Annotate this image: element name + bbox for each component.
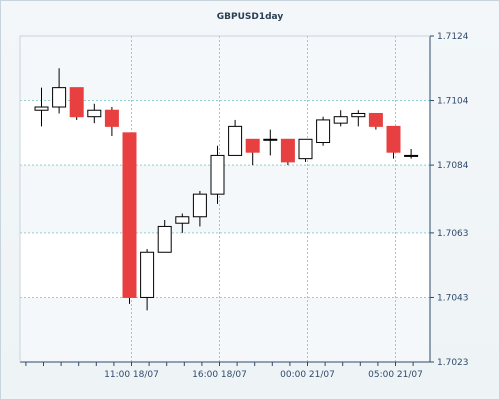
x-tick-label: 11:00 18/07 [104, 370, 159, 380]
candle-bear [245, 138, 260, 153]
candle-bear [280, 138, 295, 163]
plot-band [20, 297, 430, 362]
candle-bull [34, 106, 49, 111]
candle-bull [140, 251, 155, 298]
chart-title: GBPUSD1day [216, 12, 284, 22]
candle-bull [157, 225, 172, 253]
candle-bull [404, 154, 419, 157]
candle-bull [298, 138, 313, 160]
candle-bull [333, 116, 348, 124]
candle-bear [122, 132, 137, 298]
y-tick-label: 1.7023 [437, 358, 469, 368]
x-tick-label: 00:00 21/07 [280, 370, 335, 380]
plot-band [20, 36, 430, 101]
candle-bull [351, 112, 366, 118]
y-tick-label: 1.7043 [437, 293, 469, 303]
candle-bull [228, 125, 243, 156]
y-tick-label: 1.7084 [437, 161, 469, 171]
plot-band [20, 165, 430, 233]
candle-bull [87, 109, 102, 118]
y-tick-label: 1.7124 [437, 32, 469, 42]
candle-bear [69, 87, 84, 118]
y-tick-label: 1.7104 [437, 97, 469, 107]
x-tick-label: 05:00 21/07 [368, 370, 423, 380]
y-tick-label: 1.7063 [437, 229, 469, 239]
candle-bear [368, 112, 383, 127]
candle-bull [192, 193, 207, 218]
candle-bear [104, 109, 119, 127]
candle-bull [210, 154, 225, 195]
candle-bull [52, 87, 67, 108]
candle-bear [386, 125, 401, 153]
candle-bull [316, 119, 331, 144]
candle-bull [175, 216, 190, 224]
candle-bull [263, 138, 278, 141]
x-tick-label: 16:00 18/07 [192, 370, 247, 380]
